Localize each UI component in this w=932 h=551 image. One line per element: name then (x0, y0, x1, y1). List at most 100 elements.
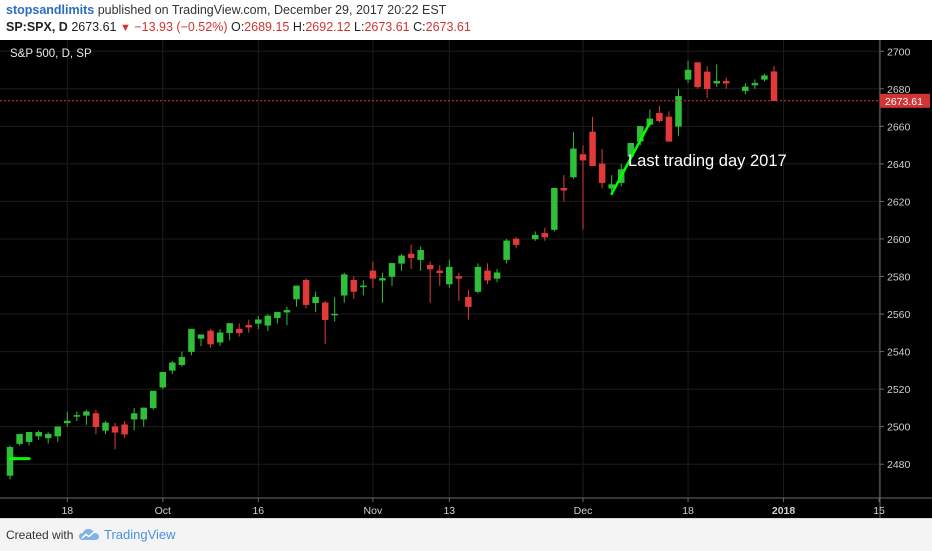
open-value: 2689.15 (244, 20, 290, 34)
candle[interactable] (64, 411, 71, 427)
candle[interactable] (283, 306, 291, 326)
candle[interactable] (92, 409, 100, 435)
candle[interactable] (264, 314, 272, 331)
candle[interactable] (474, 263, 482, 294)
candle[interactable] (312, 291, 319, 313)
candle[interactable] (197, 334, 205, 346)
candle[interactable] (102, 421, 109, 435)
candle[interactable] (426, 261, 434, 303)
candle[interactable] (589, 116, 596, 167)
candle[interactable] (694, 62, 701, 89)
candle[interactable] (130, 407, 138, 431)
candle[interactable] (360, 280, 367, 296)
candle[interactable] (455, 272, 463, 301)
candle[interactable] (703, 66, 711, 99)
candle[interactable] (54, 426, 61, 442)
candle[interactable] (16, 433, 23, 446)
candle[interactable] (44, 432, 52, 444)
candle[interactable] (532, 231, 539, 241)
candle[interactable] (245, 319, 252, 333)
candle[interactable] (178, 351, 186, 367)
candle-body (426, 264, 434, 270)
candle[interactable] (302, 278, 310, 309)
candle[interactable] (35, 430, 42, 440)
candle[interactable] (235, 323, 243, 337)
candle[interactable] (656, 105, 663, 123)
candle[interactable] (417, 246, 424, 271)
candle-body (532, 234, 539, 240)
price-tick-label: 2580 (887, 272, 911, 284)
candle-body (54, 426, 61, 437)
candle[interactable] (274, 311, 281, 324)
candle[interactable] (6, 445, 14, 480)
candle[interactable] (379, 272, 386, 303)
candle-body (484, 270, 491, 281)
candle[interactable] (684, 60, 692, 84)
tradingview-brand[interactable]: TradingView (104, 527, 176, 542)
candles (6, 60, 778, 480)
candle[interactable] (723, 77, 730, 89)
candle[interactable] (713, 64, 720, 87)
candle[interactable] (598, 148, 606, 189)
candle[interactable] (579, 145, 587, 230)
candle[interactable] (121, 421, 128, 438)
candle-body (64, 420, 71, 424)
candle[interactable] (675, 88, 682, 136)
candle-body (465, 296, 472, 307)
chart-area[interactable]: 2480 2500 2520 2540 2560 2580 2600 2620 2640 2660… (0, 40, 932, 518)
candle-body (44, 433, 52, 439)
symbol-label: SP:SPX, D (6, 20, 68, 34)
candle[interactable] (216, 329, 224, 346)
candle[interactable] (369, 261, 377, 288)
candle-body (770, 71, 778, 102)
candle-body (723, 81, 730, 84)
change-text: −13.93 (−0.52%) (134, 20, 228, 34)
candle[interactable] (169, 360, 176, 375)
candle[interactable] (465, 289, 472, 320)
candle[interactable] (761, 73, 768, 82)
candle[interactable] (398, 253, 405, 271)
candle[interactable] (73, 411, 81, 422)
candle[interactable] (551, 188, 558, 232)
candle-body (331, 313, 338, 316)
candle[interactable] (111, 422, 119, 450)
candle[interactable] (436, 265, 443, 286)
candle[interactable] (140, 407, 147, 427)
candle[interactable] (503, 238, 510, 264)
candle[interactable] (293, 285, 300, 307)
candle[interactable] (341, 272, 348, 303)
candle[interactable] (512, 237, 520, 249)
candle[interactable] (207, 329, 214, 348)
candle[interactable] (83, 409, 90, 425)
grid-lines (0, 40, 880, 498)
candle[interactable] (493, 269, 501, 283)
candle[interactable] (770, 66, 778, 102)
trend-line[interactable] (610, 121, 652, 196)
candle[interactable] (560, 175, 568, 202)
candle-body (188, 328, 195, 352)
price-tick-label: 2480 (887, 459, 911, 471)
candle[interactable] (226, 323, 233, 341)
candle[interactable] (255, 315, 262, 330)
candle[interactable] (446, 259, 453, 288)
candle[interactable] (150, 390, 157, 410)
candle[interactable] (407, 244, 415, 269)
candle[interactable] (751, 79, 759, 89)
candle[interactable] (331, 297, 338, 322)
author-link[interactable]: stopsandlimits (6, 3, 95, 17)
candle[interactable] (159, 371, 167, 390)
candle[interactable] (188, 328, 195, 356)
candle[interactable] (350, 276, 358, 300)
price-tick-label: 2620 (887, 196, 911, 208)
candle[interactable] (321, 300, 329, 345)
candlestick-chart[interactable]: 2480 2500 2520 2540 2560 2580 2600 2620 2640 2660… (0, 40, 932, 518)
annotation-text[interactable]: Last trading day 2017 (628, 152, 787, 170)
time-tick-label: Oct (155, 505, 171, 517)
candle[interactable] (570, 131, 577, 179)
candle[interactable] (665, 111, 673, 142)
candle[interactable] (742, 83, 749, 95)
candle[interactable] (541, 227, 549, 241)
candle[interactable] (25, 432, 33, 446)
candle[interactable] (388, 263, 396, 286)
candle[interactable] (484, 263, 491, 285)
